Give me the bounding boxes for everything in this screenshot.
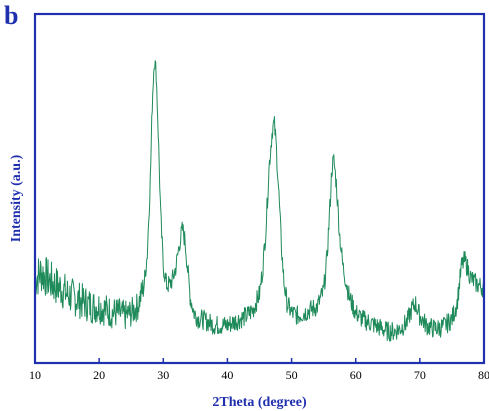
x-tick-label: 40 — [221, 368, 233, 382]
plot-frame — [33, 12, 486, 365]
x-tick-label: 20 — [93, 368, 105, 382]
x-tick-label: 80 — [478, 368, 489, 382]
x-tick-label: 60 — [350, 368, 362, 382]
x-tick-label: 10 — [29, 368, 41, 382]
x-tick-label: 50 — [286, 368, 298, 382]
xrd-trace-group — [34, 60, 485, 342]
xrd-series-line — [34, 60, 485, 342]
y-axis-label: Intensity (a.u.) — [9, 154, 24, 242]
x-axis-ticks — [34, 358, 485, 363]
panel-label: b — [4, 1, 18, 30]
x-axis-label: 2Theta (degree) — [212, 395, 307, 410]
x-tick-label: 30 — [157, 368, 169, 382]
x-axis-tick-labels: 10 20 30 40 50 60 70 80 — [29, 368, 489, 382]
x-tick-label: 70 — [414, 368, 426, 382]
